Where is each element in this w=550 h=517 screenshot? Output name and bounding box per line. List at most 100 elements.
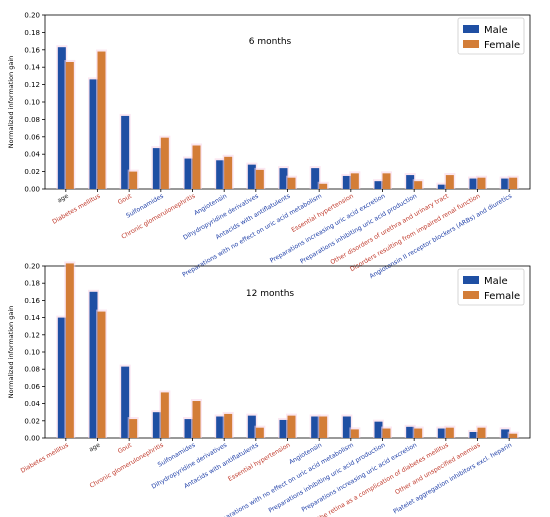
x-tick-label: Platelet aggregation inhibitors excl. he…: [392, 442, 513, 516]
y-tick-label: 0.20: [24, 12, 40, 20]
bar-male: [247, 415, 256, 438]
bar-female: [414, 181, 423, 189]
y-tick-label: 0.06: [24, 133, 40, 141]
bar-female: [160, 392, 169, 438]
bar-female: [192, 401, 201, 438]
bar-male: [184, 158, 193, 189]
y-tick-label: 0.04: [24, 400, 40, 408]
x-tick-label: Other disorders of urethra and urinary t…: [329, 192, 450, 266]
x-tick-label: age: [56, 193, 70, 205]
y-tick-label: 0.12: [24, 81, 40, 89]
bar-female: [129, 171, 138, 189]
legend: Male Female: [457, 17, 525, 55]
x-tick-label: Diabetes mellitus: [20, 442, 70, 475]
bar-male: [216, 416, 225, 438]
bar-female: [445, 427, 454, 438]
y-tick-label: 0.16: [24, 46, 40, 54]
y-tick-label: 0.16: [24, 297, 40, 305]
bar-male: [152, 412, 161, 438]
bar-male: [184, 419, 193, 438]
bar-female: [287, 177, 296, 189]
legend-swatch: [463, 276, 479, 284]
bar-male: [469, 431, 478, 438]
y-tick-label: 0.08: [24, 116, 40, 124]
bar-male: [374, 421, 383, 438]
y-axis-label: Normalized information gain: [7, 306, 15, 399]
bar-female: [414, 428, 423, 438]
y-tick-label: 0.06: [24, 383, 40, 391]
bar-female: [350, 429, 359, 438]
x-tick-label: Preparations inhibiting uric acid produc…: [299, 193, 418, 266]
bar-male: [374, 181, 383, 189]
bar-female: [224, 413, 233, 438]
bar-female: [319, 183, 328, 189]
y-tick-label: 0.10: [24, 349, 40, 357]
legend: Male Female: [457, 268, 525, 306]
bar-female: [97, 51, 106, 189]
y-tick-label: 0.08: [24, 366, 40, 374]
y-tick-label: 0.10: [24, 99, 40, 107]
bar-female: [350, 173, 359, 189]
bar-female: [382, 428, 391, 438]
legend-swatch: [463, 25, 479, 33]
bar-male: [279, 168, 288, 189]
y-tick-label: 0.14: [24, 64, 40, 72]
legend-swatch: [463, 291, 479, 299]
x-tick-label: Preparations inhibiting uric acid produc…: [267, 442, 386, 515]
bar-male: [311, 416, 320, 438]
bar-female: [509, 177, 518, 189]
bar-female: [192, 145, 201, 189]
legend-label: Female: [484, 291, 520, 302]
bar-male: [437, 184, 446, 189]
y-tick-label: 0.18: [24, 280, 40, 288]
bar-male: [247, 164, 256, 189]
y-tick-label: 0.00: [24, 435, 40, 443]
bar-male: [406, 426, 415, 438]
bar-male: [279, 419, 288, 438]
legend-swatch: [463, 40, 479, 48]
bar-female: [477, 427, 486, 438]
chart-title: 12 months: [246, 289, 295, 299]
bar-female: [509, 433, 518, 438]
legend-label: Male: [484, 25, 508, 36]
bar-female: [65, 263, 74, 438]
bar-female: [382, 173, 391, 189]
bar-male: [216, 160, 225, 189]
bar-male: [57, 317, 66, 438]
bar-female: [445, 175, 454, 189]
bar-female: [160, 137, 169, 189]
bar-male: [501, 429, 510, 438]
bar-male: [501, 178, 510, 189]
legend-label: Female: [484, 40, 520, 51]
x-tick-label: Gout: [117, 441, 134, 455]
x-tick-label: Preparations increasing uric acid excret…: [301, 442, 419, 514]
bar-female: [255, 427, 264, 438]
y-tick-label: 0.02: [24, 417, 40, 425]
y-tick-label: 0.00: [24, 186, 40, 194]
bar-female: [224, 156, 233, 189]
bar-male: [121, 115, 130, 189]
chart-title: 6 months: [249, 37, 292, 47]
bar-male: [437, 428, 446, 438]
bar-male: [152, 148, 161, 189]
y-tick-label: 0.12: [24, 331, 40, 339]
y-tick-label: 0.18: [24, 29, 40, 37]
bar-female: [97, 311, 106, 438]
y-tick-label: 0.02: [24, 168, 40, 176]
x-tick-label: age: [88, 442, 102, 454]
y-axis-label: Normalized information gain: [7, 56, 15, 149]
legend-label: Male: [484, 276, 508, 287]
y-tick-label: 0.14: [24, 314, 40, 322]
chart-panel-2: 0.00 0.02 0.04 0.06 0.08 0.10 0.12 0.14 0.16 0.18…: [7, 261, 531, 517]
bar-male: [342, 175, 351, 189]
bar-male: [469, 178, 478, 189]
y-tick-label: 0.04: [24, 151, 40, 159]
chart-panel-1: 0.00 0.02 0.04 0.06 0.08 0.10 0.12 0.14 0.16 0.18…: [7, 12, 531, 280]
bar-female: [255, 169, 264, 189]
bar-male: [57, 47, 66, 189]
bar-female: [129, 419, 138, 438]
bar-female: [287, 415, 296, 438]
bar-female: [319, 416, 328, 438]
bar-male: [89, 291, 98, 438]
